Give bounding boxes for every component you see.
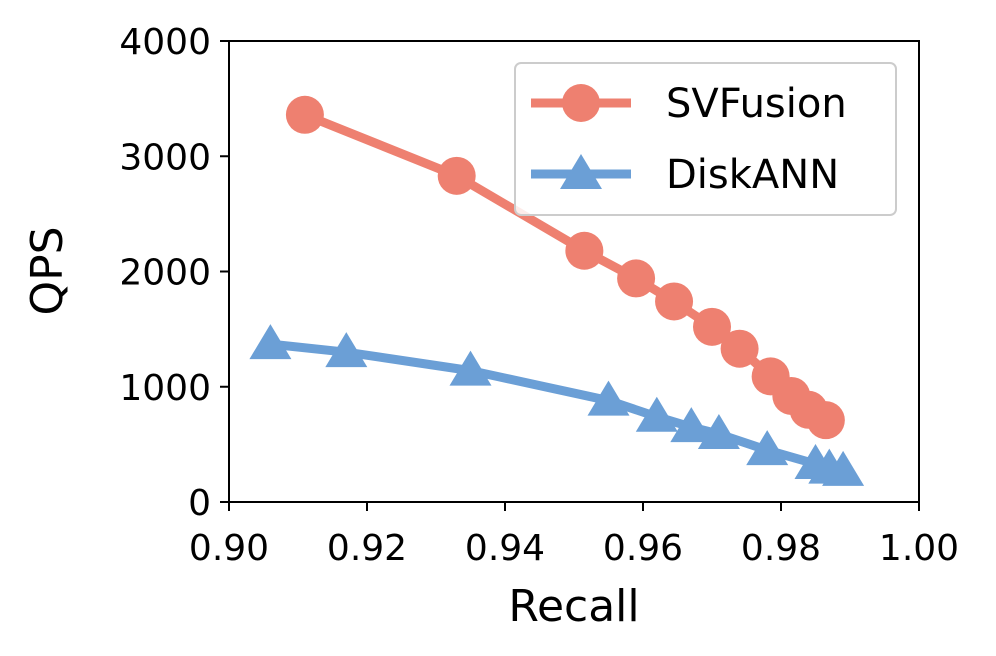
- data-point: [565, 231, 604, 270]
- legend-marker: [560, 154, 602, 189]
- data-point: [693, 307, 731, 346]
- x-axis-title: Recall: [508, 581, 639, 632]
- data-point: [635, 396, 678, 432]
- data-point: [822, 450, 865, 486]
- data-point: [587, 380, 630, 416]
- y-tick-label: 0: [188, 483, 211, 524]
- series-svfusion: [285, 95, 845, 440]
- data-point: [437, 156, 476, 195]
- x-tick-label: 0.96: [603, 528, 683, 569]
- data-point: [249, 324, 292, 360]
- data-point: [670, 407, 713, 443]
- x-tick-label: 0.98: [741, 528, 821, 569]
- y-axis-title: QPS: [22, 226, 73, 315]
- data-point: [325, 332, 368, 368]
- legend: SVFusion DiskANN: [514, 62, 897, 216]
- y-tick-label: 4000: [119, 22, 211, 63]
- legend-item-diskann: DiskANN: [531, 152, 839, 198]
- y-tick-label: 3000: [119, 137, 211, 178]
- data-point: [720, 329, 759, 368]
- data-point: [746, 430, 789, 466]
- legend-item-svfusion: SVFusion: [531, 81, 847, 127]
- legend-label: DiskANN: [666, 152, 839, 198]
- data-point: [697, 414, 740, 450]
- data-point: [617, 259, 656, 298]
- x-tick-label: 0.94: [465, 528, 545, 569]
- data-point: [655, 282, 694, 321]
- data-point: [806, 401, 845, 440]
- data-point: [449, 350, 492, 386]
- y-tick-label: 1000: [119, 368, 211, 409]
- series-diskann: [249, 324, 865, 486]
- x-tick-label: 0.90: [189, 528, 269, 569]
- x-tick-label: 0.92: [327, 528, 407, 569]
- data-point: [285, 95, 324, 134]
- x-tick-label: 1.00: [879, 528, 959, 569]
- y-tick-label: 2000: [119, 253, 211, 294]
- legend-label: SVFusion: [666, 81, 847, 127]
- legend-marker: [562, 84, 600, 122]
